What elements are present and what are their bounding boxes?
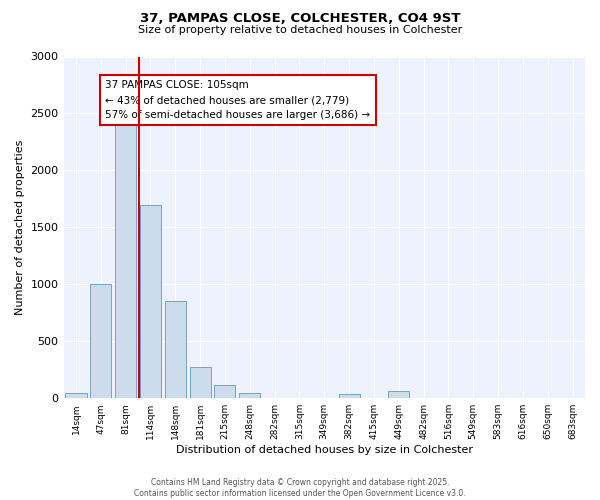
Bar bbox=[190, 368, 211, 398]
X-axis label: Distribution of detached houses by size in Colchester: Distribution of detached houses by size … bbox=[176, 445, 473, 455]
Bar bbox=[115, 114, 136, 398]
Bar bbox=[214, 384, 235, 398]
Bar bbox=[165, 302, 186, 398]
Y-axis label: Number of detached properties: Number of detached properties bbox=[15, 140, 25, 315]
Text: Contains HM Land Registry data © Crown copyright and database right 2025.
Contai: Contains HM Land Registry data © Crown c… bbox=[134, 478, 466, 498]
Text: 37, PAMPAS CLOSE, COLCHESTER, CO4 9ST: 37, PAMPAS CLOSE, COLCHESTER, CO4 9ST bbox=[140, 12, 460, 26]
Bar bbox=[90, 284, 112, 398]
Bar bbox=[388, 392, 409, 398]
Bar bbox=[65, 392, 86, 398]
Bar bbox=[239, 392, 260, 398]
Bar bbox=[140, 204, 161, 398]
Text: Size of property relative to detached houses in Colchester: Size of property relative to detached ho… bbox=[138, 25, 462, 35]
Bar bbox=[338, 394, 359, 398]
Text: 37 PAMPAS CLOSE: 105sqm
← 43% of detached houses are smaller (2,779)
57% of semi: 37 PAMPAS CLOSE: 105sqm ← 43% of detache… bbox=[105, 80, 370, 120]
